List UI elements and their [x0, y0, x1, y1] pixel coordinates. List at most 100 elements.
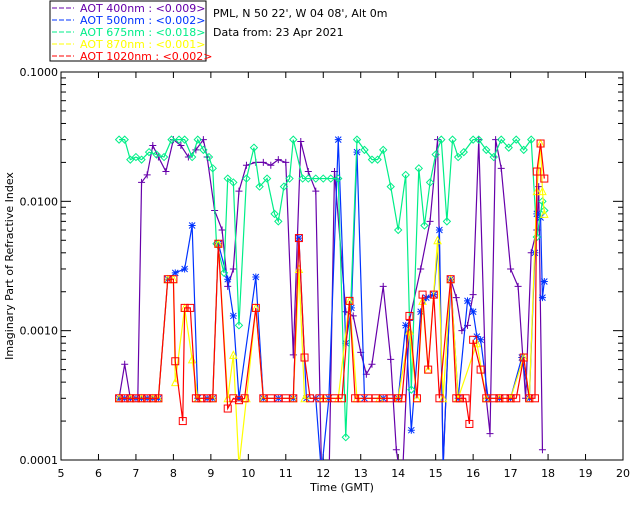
data-point-square [171, 357, 180, 366]
data-point-plus [297, 138, 305, 146]
data-point-diamond [352, 135, 362, 144]
data-point-square [154, 394, 163, 403]
data-point-plus [387, 355, 395, 363]
x-tick-label: 5 [58, 467, 65, 480]
data-point-square [203, 394, 212, 403]
legend: AOT 400nm : <0.009>AOT 500nm : <0.002>AO… [49, 0, 213, 63]
data-point-square [456, 394, 465, 403]
data-point-diamond [159, 152, 169, 162]
data-point-diamond [326, 174, 335, 183]
data-point-square [163, 275, 172, 284]
data-point-square [148, 394, 157, 403]
data-point-plus [267, 161, 275, 169]
series-2 [114, 135, 549, 442]
data-point-star [540, 277, 548, 285]
x-tick-label: 18 [541, 467, 555, 480]
data-point-star [435, 226, 443, 234]
data-point-diamond [114, 135, 124, 144]
data-point-diamond [219, 268, 229, 278]
data-point-diamond [255, 182, 264, 191]
data-point-diamond [401, 170, 410, 180]
data-point-triangle [540, 209, 549, 218]
data-point-diamond [482, 145, 491, 155]
data-point-diamond [270, 209, 279, 219]
data-point-diamond [242, 174, 251, 183]
legend-label: AOT 400nm : <0.009> [80, 2, 206, 15]
data-point-square [208, 394, 217, 403]
data-point-square [429, 290, 438, 299]
data-point-plus [514, 282, 522, 290]
data-point-diamond [126, 155, 135, 164]
data-point-triangle [170, 377, 180, 387]
data-point-square [495, 394, 504, 403]
data-point-star [171, 269, 179, 277]
series-line [118, 138, 544, 460]
data-point-plus [121, 360, 129, 368]
data-point-square [530, 394, 539, 403]
data-point-square [240, 394, 249, 403]
y-tick-label: 0.1000 [20, 66, 59, 79]
data-point-square [169, 275, 178, 284]
data-point-diamond [289, 135, 298, 144]
data-point-square [338, 394, 346, 403]
data-point-square [131, 394, 140, 403]
data-point-square [525, 394, 534, 403]
data-point-diamond [367, 155, 377, 164]
data-point-diamond [468, 135, 478, 144]
series-4 [115, 139, 549, 428]
data-point-diamond [304, 174, 313, 183]
x-tick-label: 15 [429, 467, 443, 480]
data-point-plus [218, 226, 226, 234]
data-point-diamond [526, 135, 536, 144]
data-point-square [197, 394, 206, 403]
data-point-plus [304, 168, 312, 176]
data-point-diamond [360, 145, 369, 155]
data-point-square [461, 394, 470, 403]
data-point-plus [538, 446, 546, 454]
data-point-square [540, 174, 549, 183]
data-point-square [345, 296, 354, 305]
data-point-square [229, 394, 238, 403]
x-tick-label: 8 [170, 467, 177, 480]
data-point-plus [486, 430, 494, 438]
data-point-square [306, 394, 315, 403]
x-axis-label: Time (GMT) [309, 481, 374, 494]
x-tick-label: 7 [132, 467, 139, 480]
data-point-diamond [437, 135, 446, 144]
data-point-square [214, 239, 223, 248]
chart-subtitle: Data from: 23 Apr 2021 [213, 26, 344, 39]
legend-box [49, 0, 207, 62]
x-tick-label: 17 [504, 467, 518, 480]
data-point-plus [235, 187, 243, 195]
data-point-plus [274, 156, 282, 164]
data-point-square [500, 394, 509, 403]
y-tick-label: 0.0001 [20, 454, 59, 467]
data-point-plus [149, 142, 157, 150]
y-axis-label: Imaginary Part of Refractive Index [3, 172, 16, 360]
data-point-diamond [311, 174, 320, 183]
plot-frame [60, 71, 624, 461]
legend-label: AOT 675nm : <0.018> [80, 26, 206, 39]
data-point-diamond [512, 135, 521, 144]
data-point-plus [259, 158, 267, 166]
data-point-diamond [442, 217, 452, 226]
data-point-diamond [144, 147, 154, 157]
data-point-diamond [489, 152, 498, 162]
data-point-star [188, 222, 196, 230]
data-point-square [126, 394, 135, 403]
data-point-diamond [193, 135, 202, 144]
data-point-square [506, 394, 515, 403]
data-point-diamond [120, 135, 129, 144]
data-point-square [289, 394, 298, 403]
data-point-plus [452, 294, 460, 302]
data-point-plus [379, 282, 387, 290]
data-point-diamond [540, 206, 549, 215]
data-point-plus [224, 282, 232, 290]
x-tick-label: 16 [466, 467, 480, 480]
data-point-triangle [538, 186, 547, 196]
data-point-plus [162, 168, 170, 176]
data-point-star [477, 336, 485, 344]
data-point-diamond [373, 155, 382, 164]
data-point-diamond [431, 150, 440, 159]
x-tick-label: 13 [354, 467, 368, 480]
